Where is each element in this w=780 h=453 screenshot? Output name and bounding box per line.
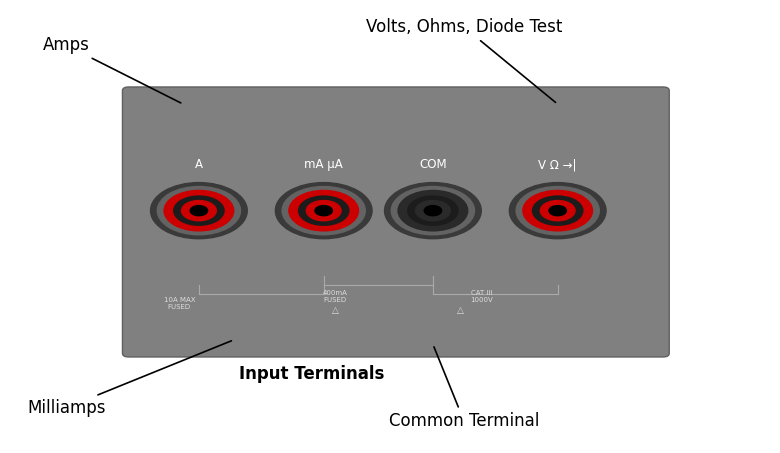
Text: 10A MAX
FUSED: 10A MAX FUSED bbox=[164, 297, 195, 310]
Text: CAT III
1000V: CAT III 1000V bbox=[470, 290, 494, 303]
Ellipse shape bbox=[424, 206, 441, 216]
Ellipse shape bbox=[307, 201, 341, 221]
Ellipse shape bbox=[190, 206, 207, 216]
Ellipse shape bbox=[289, 190, 359, 231]
Text: mA μA: mA μA bbox=[304, 158, 343, 171]
Ellipse shape bbox=[151, 183, 247, 239]
Text: COM: COM bbox=[419, 158, 447, 171]
Ellipse shape bbox=[385, 183, 481, 239]
Ellipse shape bbox=[408, 196, 458, 225]
Text: A: A bbox=[195, 158, 203, 171]
Ellipse shape bbox=[398, 190, 468, 231]
Text: △: △ bbox=[332, 306, 339, 315]
Ellipse shape bbox=[164, 190, 234, 231]
Text: 400mA
FUSED: 400mA FUSED bbox=[323, 290, 348, 303]
Ellipse shape bbox=[315, 206, 332, 216]
Text: Milliamps: Milliamps bbox=[27, 341, 232, 417]
Text: Volts, Ohms, Diode Test: Volts, Ohms, Diode Test bbox=[366, 18, 562, 102]
Ellipse shape bbox=[275, 183, 372, 239]
Ellipse shape bbox=[523, 190, 593, 231]
Ellipse shape bbox=[549, 206, 566, 216]
Ellipse shape bbox=[541, 201, 575, 221]
Ellipse shape bbox=[158, 187, 240, 235]
Text: V Ω →|: V Ω →| bbox=[538, 158, 577, 171]
Ellipse shape bbox=[392, 187, 474, 235]
FancyBboxPatch shape bbox=[122, 87, 669, 357]
Ellipse shape bbox=[516, 187, 599, 235]
Text: △: △ bbox=[457, 306, 463, 315]
Ellipse shape bbox=[533, 196, 583, 225]
Ellipse shape bbox=[182, 201, 216, 221]
Ellipse shape bbox=[174, 196, 224, 225]
Ellipse shape bbox=[282, 187, 365, 235]
Ellipse shape bbox=[509, 183, 606, 239]
Text: Amps: Amps bbox=[43, 36, 181, 103]
Text: Input Terminals: Input Terminals bbox=[239, 365, 385, 383]
Ellipse shape bbox=[299, 196, 349, 225]
Text: Common Terminal: Common Terminal bbox=[389, 347, 539, 430]
Ellipse shape bbox=[416, 201, 450, 221]
